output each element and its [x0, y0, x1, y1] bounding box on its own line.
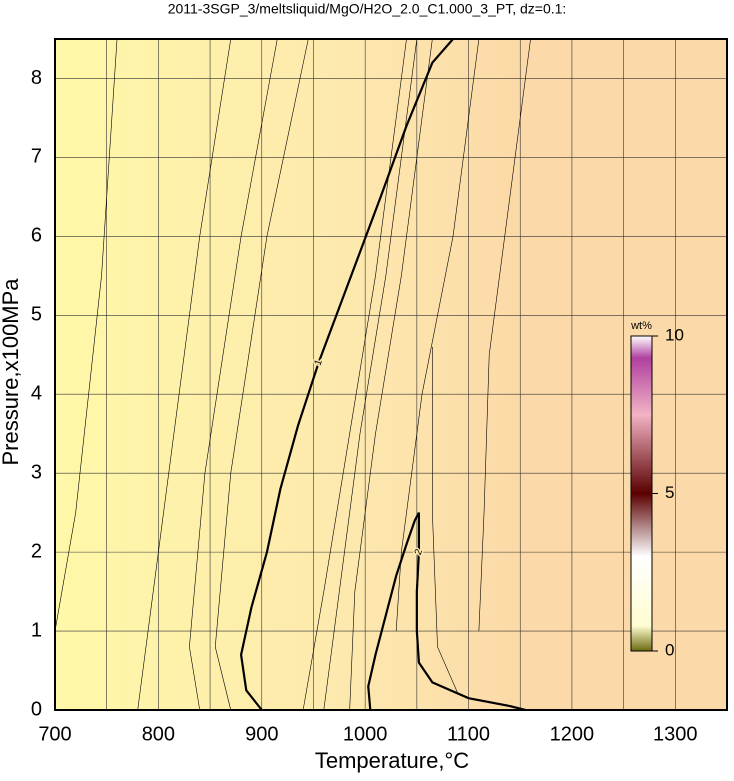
colorbar — [630, 335, 653, 652]
y-tick-label: 6 — [31, 225, 42, 247]
y-tick-label: 3 — [31, 461, 42, 483]
contour-line — [432, 346, 459, 695]
colorbar-tick-label: 0 — [665, 640, 674, 659]
contour-line — [323, 38, 418, 711]
x-tick-label: 1300 — [653, 723, 698, 745]
y-tick-label: 0 — [31, 698, 42, 720]
x-axis-label: Temperature,°C — [315, 748, 469, 773]
y-tick-label: 5 — [31, 304, 42, 326]
x-tick-label: 900 — [245, 723, 278, 745]
colorbar-tick-label: 5 — [665, 483, 674, 502]
contour-line — [478, 38, 531, 632]
colorbar-tick-label: 10 — [665, 325, 684, 344]
contour-line — [239, 38, 454, 711]
x-tick-label: 700 — [38, 723, 71, 745]
x-tick-label: 1000 — [343, 723, 388, 745]
contour-line — [189, 38, 278, 711]
contour-line — [349, 38, 433, 711]
y-tick-label: 1 — [31, 619, 42, 641]
y-tick-label: 8 — [31, 67, 42, 89]
y-tick-label: 4 — [31, 383, 42, 405]
contour-line — [395, 38, 480, 632]
x-tick-label: 800 — [142, 723, 175, 745]
plot-background — [55, 39, 727, 710]
y-tick-label: 7 — [31, 146, 42, 168]
contour-line — [367, 512, 526, 712]
x-tick-label: 1200 — [550, 723, 595, 745]
contour-line — [214, 38, 309, 711]
x-tick-label: 1100 — [447, 723, 490, 745]
contour-line — [54, 38, 118, 632]
y-axis-label: Pressure,x100MPa — [0, 278, 23, 466]
colorbar-title: wt% — [630, 320, 652, 332]
contour-line — [302, 38, 407, 711]
plot-frame — [54, 38, 728, 711]
chart-title: 2011-3SGP_3/meltsliquid/MgO/H2O_2.0_C1.0… — [168, 1, 567, 17]
y-tick-label: 2 — [31, 540, 42, 562]
contour-line — [137, 38, 232, 711]
